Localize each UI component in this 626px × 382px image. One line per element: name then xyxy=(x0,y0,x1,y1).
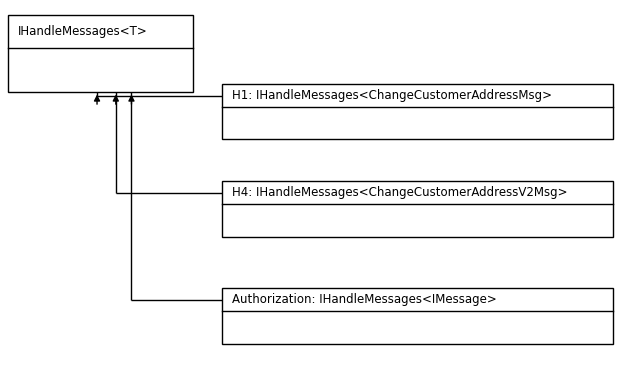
Text: IHandleMessages<T>: IHandleMessages<T> xyxy=(18,25,147,38)
Bar xyxy=(222,84,613,139)
Bar xyxy=(222,288,613,344)
Text: H1: IHandleMessages<ChangeCustomerAddressMsg>: H1: IHandleMessages<ChangeCustomerAddres… xyxy=(232,89,552,102)
Bar xyxy=(222,181,613,237)
Text: H4: IHandleMessages<ChangeCustomerAddressV2Msg>: H4: IHandleMessages<ChangeCustomerAddres… xyxy=(232,186,567,199)
Bar xyxy=(8,15,193,92)
Text: Authorization: IHandleMessages<IMessage>: Authorization: IHandleMessages<IMessage> xyxy=(232,293,496,306)
